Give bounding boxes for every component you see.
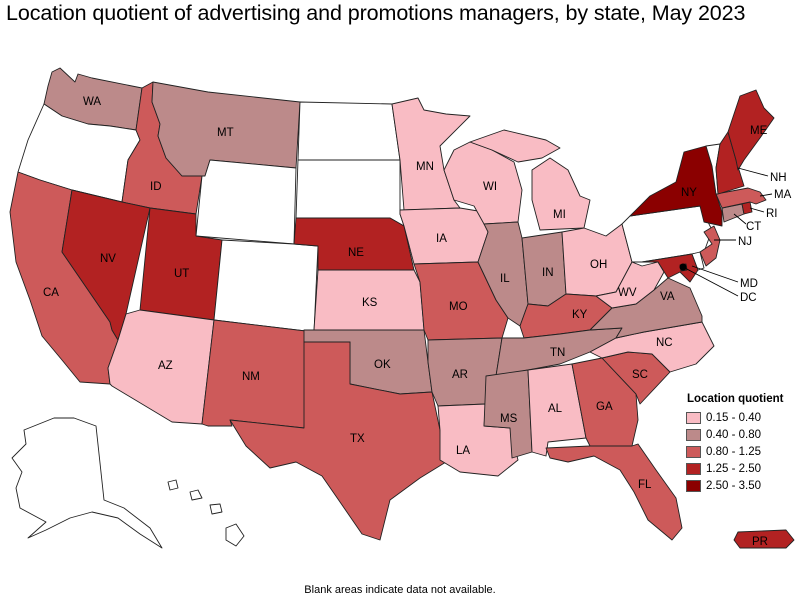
map-title: Location quotient of advertising and pro… [6, 1, 746, 25]
label-nc: NC [656, 337, 673, 349]
state-il[interactable] [477, 221, 529, 327]
legend-item: 1.25 - 2.50 [686, 460, 798, 477]
state-co[interactable] [213, 239, 319, 333]
label-in: IN [542, 267, 554, 279]
legend-swatch [686, 428, 701, 441]
legend-rows: 0.15 - 0.40 0.40 - 0.80 0.80 - 1.25 1.25… [686, 409, 798, 494]
legend-label: 0.40 - 0.80 [706, 428, 761, 441]
leader-nh [737, 167, 769, 177]
state-sd[interactable] [295, 159, 405, 227]
state-mi[interactable] [469, 129, 591, 231]
label-ky: KY [572, 309, 588, 321]
state-hi[interactable] [167, 479, 245, 547]
leader-ma [759, 193, 773, 197]
legend-label: 0.15 - 0.40 [706, 411, 761, 424]
state-me[interactable] [727, 89, 775, 171]
label-nv: NV [100, 253, 116, 265]
label-al: AL [548, 403, 563, 415]
label-la: LA [456, 445, 470, 457]
label-mn: MN [416, 161, 434, 173]
label-ga: GA [596, 401, 613, 413]
label-oh: OH [590, 259, 607, 271]
label-wv: WV [618, 287, 637, 299]
legend-label: 1.25 - 2.50 [706, 462, 761, 475]
label-mt: MT [217, 127, 234, 139]
state-tx[interactable] [229, 341, 447, 541]
label-il: IL [500, 273, 510, 285]
label-wi: WI [483, 181, 497, 193]
label-ms: MS [500, 413, 518, 425]
label-ne: NE [348, 247, 364, 259]
label-ut: UT [174, 268, 189, 280]
label-tx: TX [350, 433, 365, 445]
label-ca: CA [43, 287, 59, 299]
label-mo: MO [449, 301, 468, 313]
label-ma: MA [774, 189, 792, 201]
label-ia: IA [436, 233, 447, 245]
state-mt[interactable] [151, 81, 301, 177]
state-nj[interactable] [699, 225, 721, 267]
label-ny: NY [681, 187, 697, 199]
state-mn[interactable] [391, 97, 471, 211]
leader-ri [749, 207, 765, 213]
legend-item: 0.40 - 0.80 [686, 426, 798, 443]
legend-item: 2.50 - 3.50 [686, 477, 798, 494]
legend-label: 0.80 - 1.25 [706, 445, 761, 458]
legend-item: 0.15 - 0.40 [686, 409, 798, 426]
legend-swatch [686, 411, 701, 424]
label-nm: NM [242, 371, 260, 383]
label-ri: RI [766, 208, 778, 220]
leader-ct [733, 213, 747, 225]
legend-label: 2.50 - 3.50 [706, 479, 761, 492]
leader-dc [682, 266, 739, 297]
label-id: ID [150, 181, 162, 193]
label-me: ME [750, 125, 768, 137]
legend-item: 0.80 - 1.25 [686, 443, 798, 460]
label-ar: AR [452, 369, 468, 381]
label-az: AZ [158, 360, 173, 372]
legend-swatch [686, 445, 701, 458]
label-wa: WA [83, 96, 101, 108]
footnote: Blank areas indicate data not available. [304, 584, 496, 596]
label-fl: FL [638, 479, 652, 491]
legend-swatch [686, 479, 701, 492]
legend: Location quotient 0.15 - 0.40 0.40 - 0.8… [686, 393, 798, 494]
label-va: VA [660, 291, 675, 303]
state-ma[interactable] [715, 187, 767, 209]
state-de[interactable] [691, 251, 705, 271]
state-fl[interactable] [545, 443, 683, 541]
state-pr[interactable] [733, 529, 795, 549]
label-ok: OK [374, 359, 391, 371]
legend-swatch [686, 462, 701, 475]
state-nd[interactable] [297, 101, 401, 161]
legend-title: Location quotient [687, 393, 784, 405]
label-pr: PR [752, 536, 768, 548]
label-dc: DC [740, 292, 757, 304]
label-nj: NJ [738, 236, 752, 248]
label-ct: CT [746, 221, 761, 233]
state-ak[interactable] [11, 417, 163, 549]
state-wv[interactable] [595, 261, 665, 309]
label-sc: SC [632, 369, 648, 381]
state-wy[interactable] [195, 159, 297, 245]
label-tn: TN [550, 347, 565, 359]
label-nh: NH [770, 172, 787, 184]
label-md: MD [740, 278, 758, 290]
label-mi: MI [553, 209, 566, 221]
leader-md [691, 265, 739, 283]
label-ks: KS [362, 297, 378, 309]
